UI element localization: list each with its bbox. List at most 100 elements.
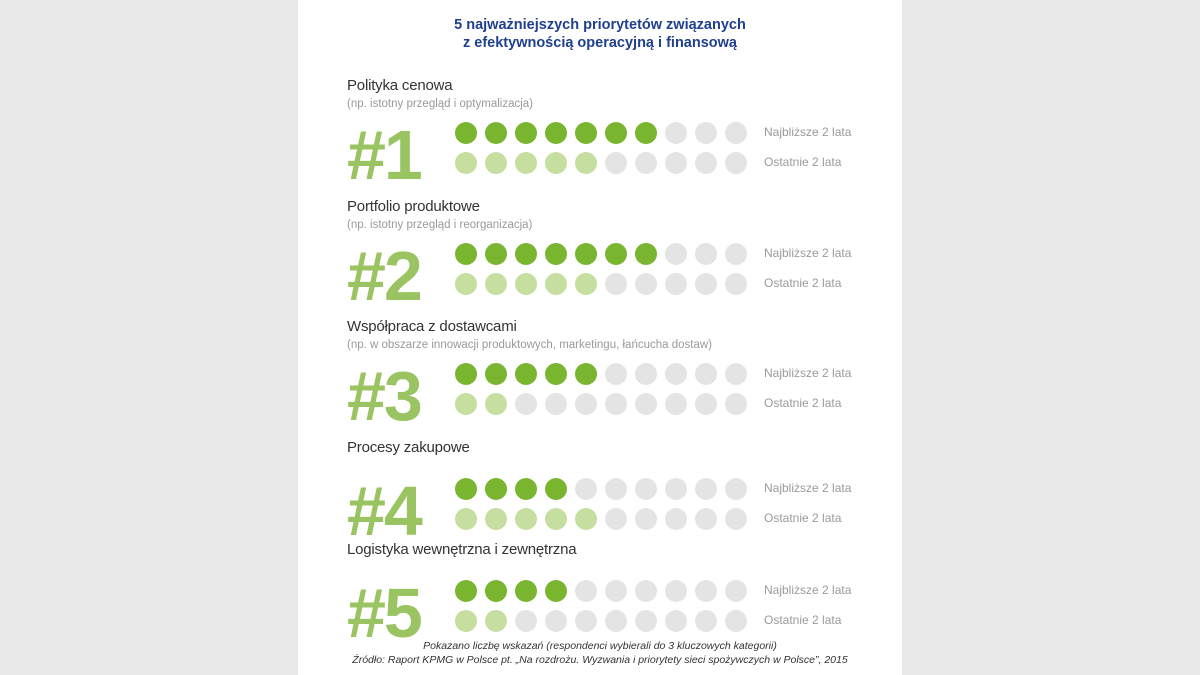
dot-filled: [605, 243, 627, 265]
dot-empty: [725, 393, 747, 415]
dot-empty: [695, 393, 717, 415]
category-description: (np. istotny przegląd i optymalizacja): [347, 98, 533, 110]
dot-empty: [635, 273, 657, 295]
category-description: (np. w obszarze innowacji produktowych, …: [347, 339, 712, 351]
dot-filled: [515, 580, 537, 602]
dot-empty: [725, 122, 747, 144]
dot-filled: [455, 478, 477, 500]
dot-filled: [515, 363, 537, 385]
row-label-next: Najbliższe 2 lata: [764, 125, 852, 139]
dot-filled: [515, 508, 537, 530]
dot-filled: [515, 152, 537, 174]
dot-empty: [575, 478, 597, 500]
dot-empty: [695, 580, 717, 602]
dot-filled: [545, 273, 567, 295]
dot-empty: [635, 152, 657, 174]
dot-empty: [695, 243, 717, 265]
category-label: Polityka cenowa: [347, 77, 453, 94]
footer-note: Pokazano liczbę wskazań (respondenci wyb…: [423, 640, 777, 652]
dot-empty: [725, 152, 747, 174]
row-label-past: Ostatnie 2 lata: [764, 613, 842, 627]
dot-filled: [575, 152, 597, 174]
dot-filled: [515, 243, 537, 265]
dot-filled: [575, 243, 597, 265]
dot-empty: [665, 122, 687, 144]
dot-empty: [725, 508, 747, 530]
footer-source: Źródło: Raport KPMG w Polsce pt. „Na roz…: [352, 654, 848, 666]
dot-filled: [455, 508, 477, 530]
row-label-next: Najbliższe 2 lata: [764, 366, 852, 380]
dot-empty: [515, 393, 537, 415]
dot-empty: [605, 393, 627, 415]
dot-filled: [545, 508, 567, 530]
dot-empty: [725, 580, 747, 602]
category-description: (np. istotny przegląd i reorganizacja): [347, 219, 533, 231]
category-label: Logistyka wewnętrzna i zewnętrzna: [347, 541, 577, 558]
category-label: Portfolio produktowe: [347, 198, 480, 215]
dot-empty: [695, 478, 717, 500]
dot-empty: [575, 393, 597, 415]
dot-empty: [665, 610, 687, 632]
dot-filled: [455, 363, 477, 385]
dot-filled: [485, 273, 507, 295]
dot-filled: [485, 152, 507, 174]
dot-filled: [545, 152, 567, 174]
category-label: Procesy zakupowe: [347, 439, 470, 456]
dot-empty: [605, 152, 627, 174]
row-label-past: Ostatnie 2 lata: [764, 276, 842, 290]
dot-empty: [695, 152, 717, 174]
dot-empty: [665, 152, 687, 174]
dot-filled: [545, 122, 567, 144]
rank-number: #2: [347, 237, 423, 315]
row-label-next: Najbliższe 2 lata: [764, 246, 852, 260]
dot-empty: [635, 363, 657, 385]
infographic-panel: 5 najważniejszych priorytetów związanych…: [298, 0, 902, 675]
dot-filled: [455, 243, 477, 265]
dot-empty: [725, 610, 747, 632]
dot-empty: [665, 243, 687, 265]
dot-filled: [485, 478, 507, 500]
dot-empty: [515, 610, 537, 632]
dot-empty: [695, 122, 717, 144]
dot-filled: [485, 610, 507, 632]
dot-empty: [725, 273, 747, 295]
dot-filled: [455, 273, 477, 295]
dot-empty: [575, 610, 597, 632]
dot-empty: [665, 478, 687, 500]
row-label-next: Najbliższe 2 lata: [764, 583, 852, 597]
dot-empty: [695, 610, 717, 632]
rank-number: #1: [347, 116, 423, 194]
dot-filled: [515, 478, 537, 500]
dot-filled: [485, 580, 507, 602]
dot-filled: [635, 122, 657, 144]
dot-empty: [695, 508, 717, 530]
dot-filled: [485, 508, 507, 530]
row-label-next: Najbliższe 2 lata: [764, 481, 852, 495]
rank-number: #5: [347, 574, 423, 652]
dot-empty: [605, 478, 627, 500]
dot-filled: [575, 122, 597, 144]
dot-filled: [455, 580, 477, 602]
dot-empty: [725, 243, 747, 265]
chart-title: 5 najważniejszych priorytetów związanych…: [298, 16, 902, 52]
row-label-past: Ostatnie 2 lata: [764, 396, 842, 410]
dot-empty: [605, 273, 627, 295]
dot-empty: [575, 580, 597, 602]
rank-number: #3: [347, 357, 423, 435]
dot-filled: [575, 508, 597, 530]
dot-filled: [605, 122, 627, 144]
dot-empty: [665, 580, 687, 602]
dot-filled: [485, 393, 507, 415]
dot-empty: [605, 508, 627, 530]
dot-empty: [665, 508, 687, 530]
dot-empty: [635, 580, 657, 602]
dot-empty: [665, 393, 687, 415]
dot-filled: [485, 243, 507, 265]
dot-filled: [575, 273, 597, 295]
dot-empty: [725, 478, 747, 500]
dot-filled: [455, 610, 477, 632]
dot-empty: [635, 508, 657, 530]
title-line-2: z efektywnością operacyjną i finansową: [463, 35, 737, 51]
dot-empty: [695, 363, 717, 385]
dot-empty: [545, 610, 567, 632]
